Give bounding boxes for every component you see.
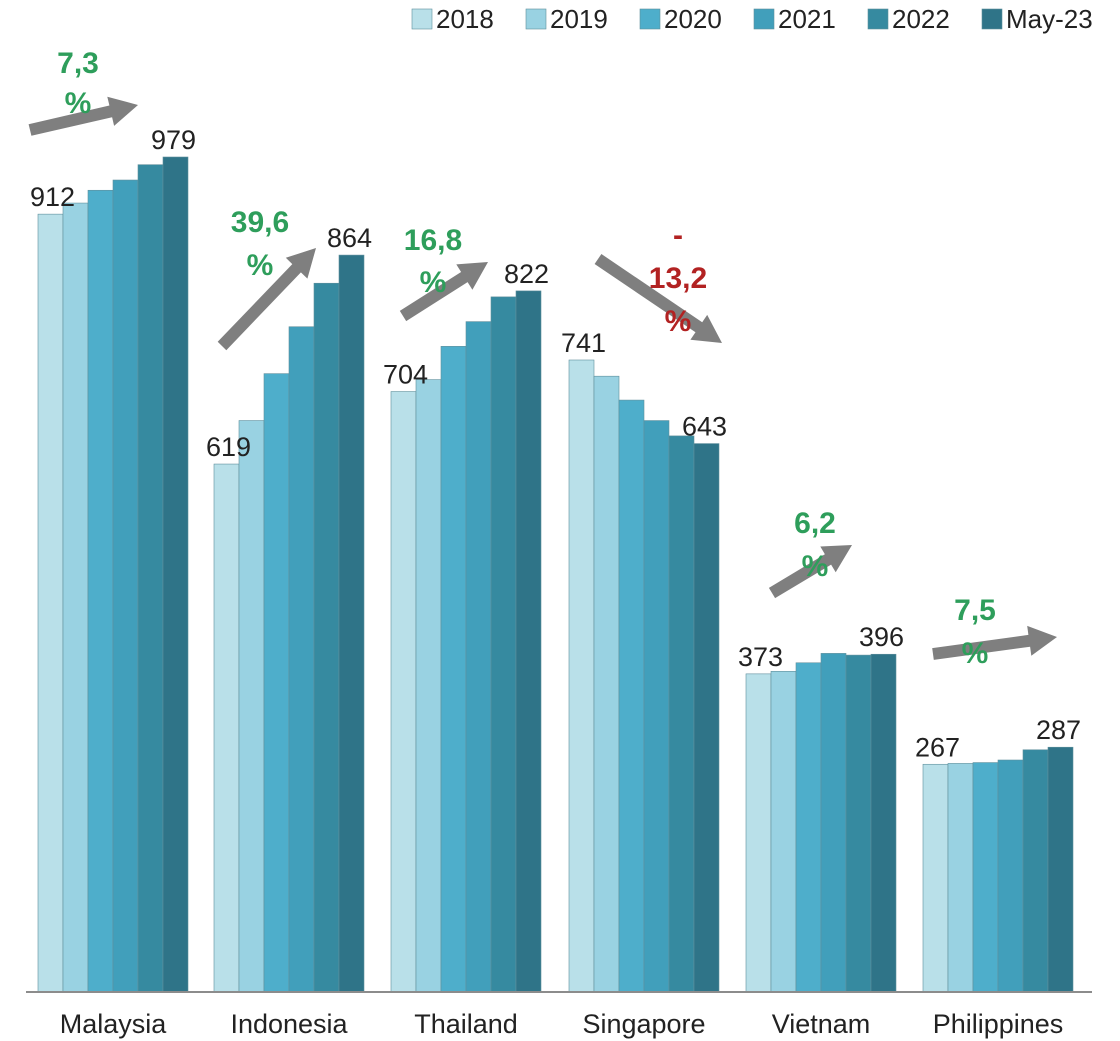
bar-vietnam-2018 bbox=[745, 673, 772, 993]
data-label-first: 912 bbox=[30, 182, 75, 212]
legend-swatch-2018 bbox=[411, 8, 433, 30]
bar-vietnam-2020 bbox=[795, 662, 822, 993]
legend-swatch-2019 bbox=[525, 8, 547, 30]
data-label-last: 287 bbox=[1036, 715, 1081, 745]
bar-singapore-2018 bbox=[568, 359, 595, 993]
trend-arrows bbox=[28, 96, 1057, 660]
trend-arrow-up-icon bbox=[217, 248, 316, 351]
change-unit: % bbox=[962, 637, 989, 670]
category-label-singapore: Singapore bbox=[582, 1009, 705, 1039]
category-labels: Malaysia Indonesia Thailand Singapore Vietna… bbox=[60, 1009, 1064, 1039]
bar-vietnam-may-23 bbox=[870, 653, 897, 993]
change-sign: - bbox=[673, 219, 683, 252]
change-value: 7,5 bbox=[954, 594, 996, 627]
legend-label-2020: 2020 bbox=[664, 4, 722, 34]
bar-malaysia-2018 bbox=[37, 213, 64, 993]
bar-thailand-2018 bbox=[390, 391, 417, 993]
data-label-last: 396 bbox=[859, 622, 904, 652]
change-unit: % bbox=[420, 266, 447, 299]
legend-label-2019: 2019 bbox=[550, 4, 608, 34]
bar-vietnam-2022 bbox=[845, 654, 872, 993]
bars bbox=[37, 156, 1074, 993]
category-label-indonesia: Indonesia bbox=[230, 1009, 348, 1039]
bar-malaysia-2020 bbox=[87, 189, 114, 993]
legend-label-2021: 2021 bbox=[778, 4, 836, 34]
bar-philippines-2021 bbox=[997, 759, 1024, 993]
bar-thailand-may-23 bbox=[515, 290, 542, 993]
change-value: 39,6 bbox=[231, 206, 289, 239]
category-label-malaysia: Malaysia bbox=[60, 1009, 168, 1039]
bar-singapore-may-23 bbox=[693, 443, 720, 993]
change-value: 13,2 bbox=[649, 262, 707, 295]
trend-arrow-up-icon bbox=[399, 262, 488, 322]
trend-arrow-up-icon bbox=[768, 545, 852, 599]
bar-philippines-2018 bbox=[922, 763, 949, 993]
category-label-philippines: Philippines bbox=[933, 1009, 1064, 1039]
bar-singapore-2022 bbox=[668, 435, 695, 993]
bar-philippines-2019 bbox=[947, 763, 974, 993]
change-value: 7,3 bbox=[57, 47, 99, 80]
bar-malaysia-may-23 bbox=[162, 156, 189, 993]
bar-indonesia-2018 bbox=[213, 463, 240, 993]
bar-vietnam-2021 bbox=[820, 653, 847, 993]
bar-singapore-2021 bbox=[643, 420, 670, 993]
bar-thailand-2022 bbox=[490, 296, 517, 993]
bar-indonesia-2021 bbox=[288, 326, 315, 993]
data-label-last: 979 bbox=[151, 125, 196, 155]
bar-philippines-may-23 bbox=[1047, 746, 1074, 993]
bar-thailand-2021 bbox=[465, 321, 492, 993]
data-label-first: 373 bbox=[738, 642, 783, 672]
data-label-last: 822 bbox=[504, 259, 549, 289]
data-label-first: 741 bbox=[561, 328, 606, 358]
data-label-last: 864 bbox=[327, 223, 372, 253]
bar-philippines-2022 bbox=[1022, 749, 1049, 993]
category-label-vietnam: Vietnam bbox=[772, 1009, 871, 1039]
legend: 2018 2019 2020 2021 2022 May-23 bbox=[411, 4, 1093, 34]
bar-vietnam-2019 bbox=[770, 671, 797, 993]
trend-arrow-down-icon bbox=[594, 254, 722, 343]
data-label-first: 619 bbox=[206, 432, 251, 462]
category-label-thailand: Thailand bbox=[414, 1009, 518, 1039]
trend-arrow-up-icon bbox=[28, 96, 139, 136]
legend-swatch-2020 bbox=[639, 8, 661, 30]
change-unit: % bbox=[665, 305, 692, 338]
bar-philippines-2020 bbox=[972, 762, 999, 993]
bar-singapore-2020 bbox=[618, 399, 645, 993]
legend-swatch-2021 bbox=[753, 8, 775, 30]
trend-arrow-up-icon bbox=[932, 625, 1057, 660]
legend-swatch-2022 bbox=[867, 8, 889, 30]
legend-swatch-may-23 bbox=[981, 8, 1003, 30]
change-unit: % bbox=[247, 249, 274, 282]
bar-indonesia-2022 bbox=[313, 282, 340, 993]
change-annotations: 7,3% 39,6% 16,8% - 13,2% 6,2% 7,5% bbox=[57, 47, 996, 670]
bar-malaysia-2021 bbox=[112, 179, 139, 993]
bar-thailand-2020 bbox=[440, 346, 467, 993]
bar-singapore-2019 bbox=[593, 375, 620, 993]
change-value: 16,8 bbox=[404, 224, 462, 257]
data-label-last: 643 bbox=[682, 412, 727, 442]
bar-indonesia-may-23 bbox=[338, 254, 365, 993]
data-label-first: 704 bbox=[383, 360, 428, 390]
legend-label-may-23: May-23 bbox=[1006, 4, 1093, 34]
change-value: 6,2 bbox=[794, 507, 836, 540]
bar-malaysia-2019 bbox=[62, 202, 89, 993]
data-labels: 912 979 619 864 704 822 741 643 373 396 267 287 bbox=[30, 125, 1081, 762]
bar-indonesia-2019 bbox=[238, 420, 265, 993]
change-unit: % bbox=[802, 550, 829, 583]
legend-label-2018: 2018 bbox=[436, 4, 494, 34]
bar-malaysia-2022 bbox=[137, 164, 164, 993]
change-unit: % bbox=[65, 87, 92, 120]
legend-label-2022: 2022 bbox=[892, 4, 950, 34]
data-label-first: 267 bbox=[915, 732, 960, 762]
bar-thailand-2019 bbox=[415, 379, 442, 993]
bar-indonesia-2020 bbox=[263, 373, 290, 993]
